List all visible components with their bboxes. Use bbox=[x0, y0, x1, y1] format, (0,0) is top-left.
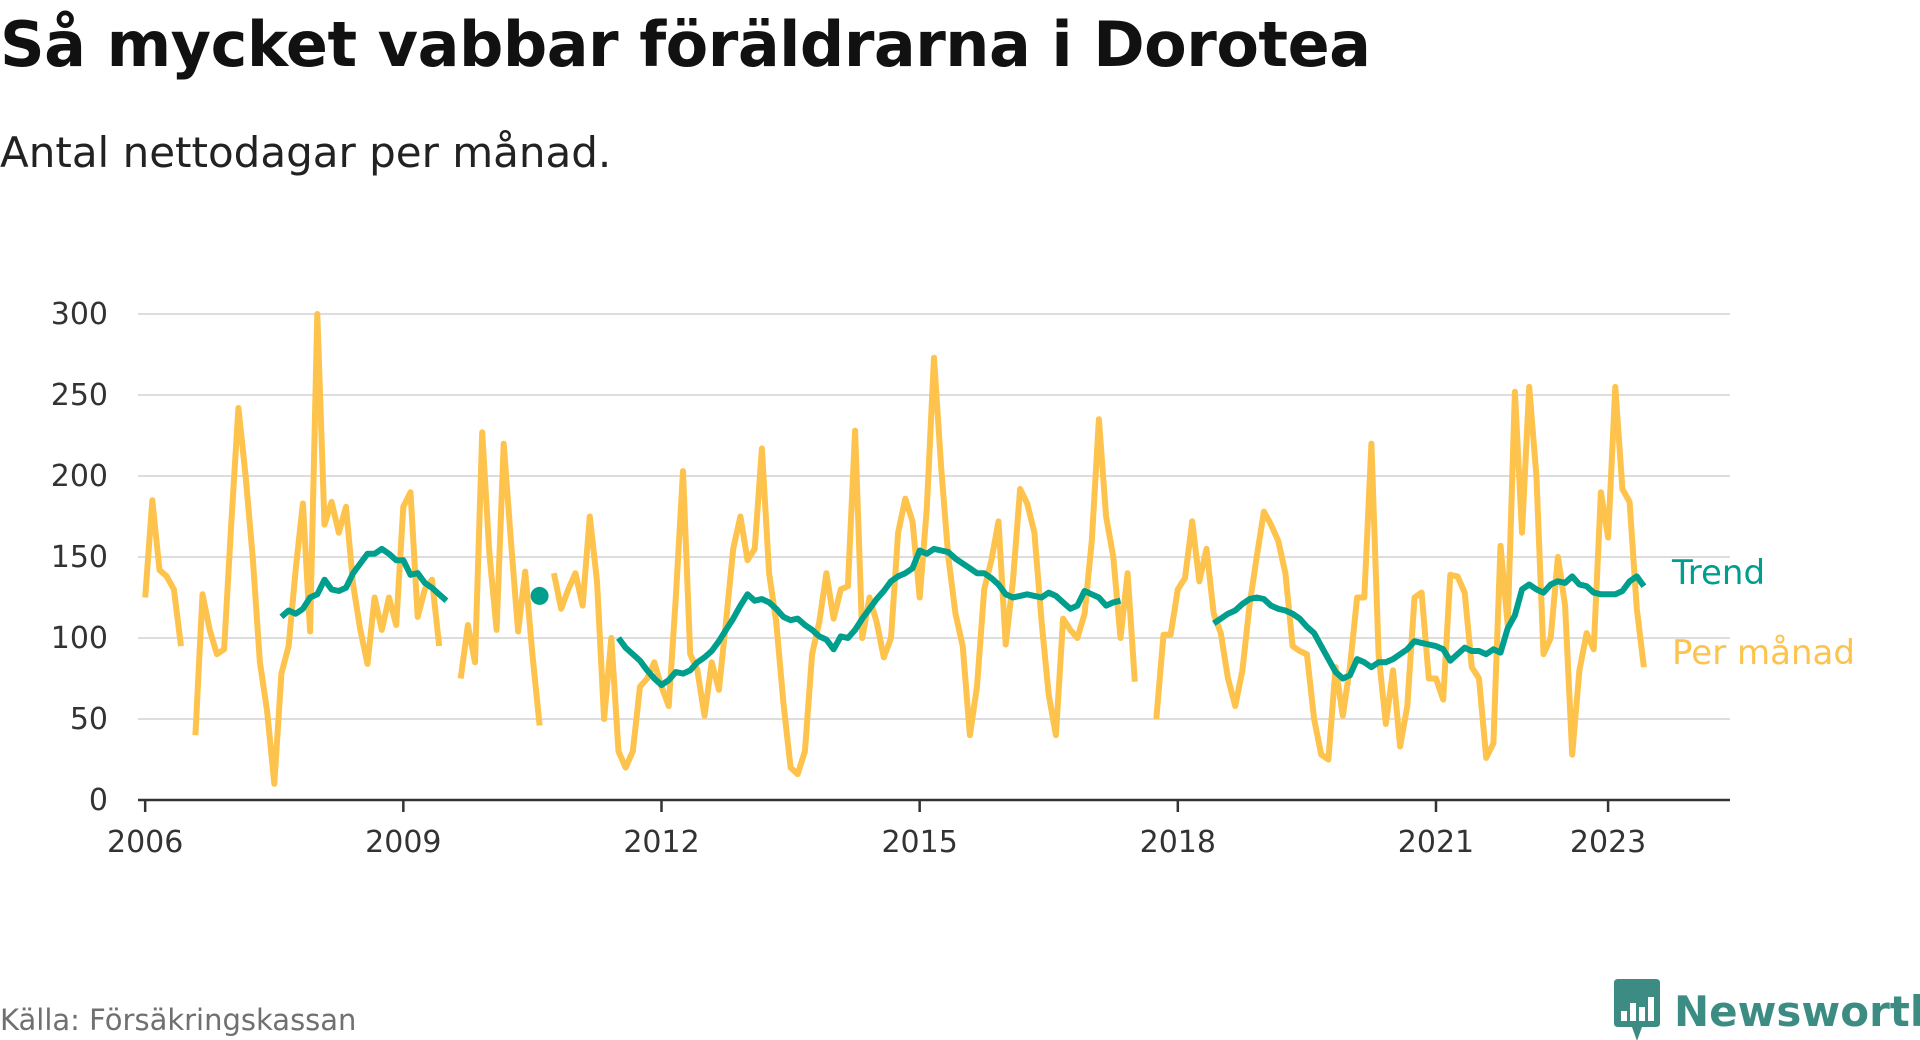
x-tick-label: 2018 bbox=[1140, 825, 1216, 860]
series-line bbox=[1212, 573, 1647, 682]
x-tick-label: 2006 bbox=[107, 825, 183, 860]
source-note: Källa: Försäkringskassan bbox=[0, 1003, 357, 1037]
brand[interactable]: Newsworthy bbox=[1612, 979, 1920, 1040]
x-tick-label: 2012 bbox=[623, 825, 699, 860]
y-tick-label: 300 bbox=[51, 297, 108, 332]
x-tick-label: 2009 bbox=[365, 825, 441, 860]
y-tick-label: 250 bbox=[51, 378, 108, 413]
series-per-manad bbox=[142, 311, 1647, 787]
series-line bbox=[550, 354, 1138, 778]
y-tick-label: 100 bbox=[51, 621, 108, 656]
series-line bbox=[457, 429, 543, 726]
data-point bbox=[530, 586, 549, 605]
series-line bbox=[142, 497, 184, 647]
series-line bbox=[192, 311, 443, 787]
y-tick-label: 200 bbox=[51, 459, 108, 494]
x-tick-label: 2021 bbox=[1398, 825, 1474, 860]
x-tick-label: 2015 bbox=[881, 825, 957, 860]
series-labels: Per månad Trend bbox=[1671, 553, 1855, 673]
series-lines bbox=[142, 311, 1647, 787]
newsworthy-logo-icon bbox=[1614, 979, 1660, 1040]
series-label: Trend bbox=[1671, 553, 1765, 593]
series-label: Per månad bbox=[1672, 633, 1855, 673]
y-tick-label: 0 bbox=[89, 783, 108, 818]
series-line bbox=[616, 545, 1122, 688]
series-line bbox=[1153, 383, 1647, 763]
chart-title: Så mycket vabbar föräldrarna i Dorotea bbox=[0, 8, 1371, 81]
x-tick-label: 2023 bbox=[1570, 825, 1646, 860]
series-line bbox=[279, 545, 449, 620]
chart-subtitle: Antal nettodagar per månad. bbox=[0, 128, 612, 177]
brand-name: Newsworthy bbox=[1674, 986, 1920, 1036]
y-tick-label: 150 bbox=[51, 540, 108, 575]
gridlines bbox=[138, 313, 1730, 720]
y-tick-label: 50 bbox=[70, 702, 108, 737]
axes: 0 50 100 150 200 250 300 2006 2009 2012 2015 2018 20… bbox=[51, 297, 1730, 860]
series-trend bbox=[279, 545, 1647, 688]
